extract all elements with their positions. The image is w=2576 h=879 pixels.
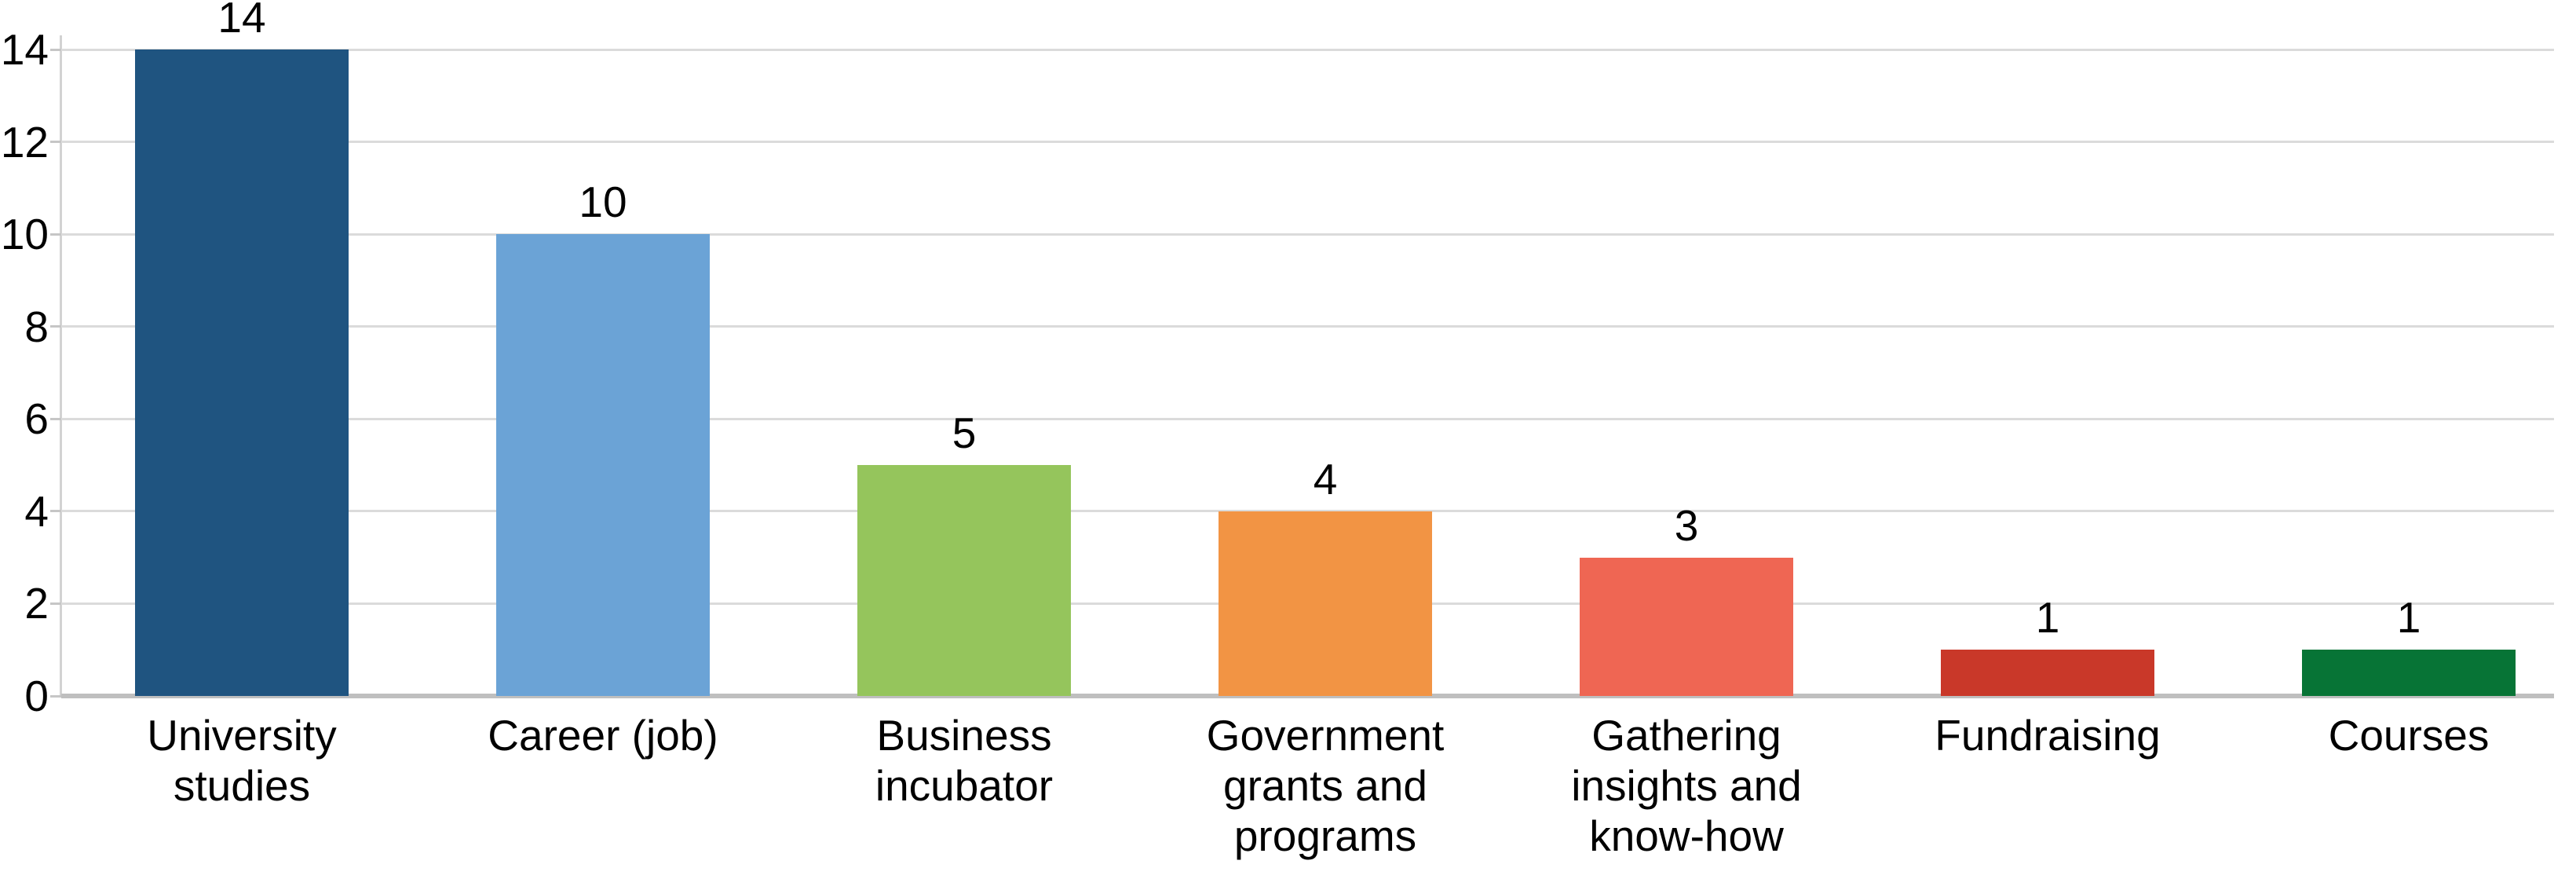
bar-value-label-5: 3: [1674, 500, 1699, 550]
y-tick-mark-2: [50, 602, 61, 605]
gridline-y-8: [61, 325, 2554, 328]
y-tick-label-8: 8: [24, 302, 49, 351]
y-tick-mark-0: [50, 694, 61, 698]
y-tick-mark-12: [50, 141, 61, 144]
category-label-7: Courses: [2328, 711, 2490, 760]
y-tick-label-6: 6: [24, 394, 49, 444]
gridline-y-14: [61, 48, 2554, 51]
y-tick-mark-10: [50, 233, 61, 236]
y-tick-label-0: 0: [24, 672, 49, 720]
bar-value-label-6: 1: [2035, 593, 2060, 643]
bar-value-label-1: 14: [217, 0, 266, 42]
gridline-y-10: [61, 233, 2554, 236]
bar-value-label-2: 10: [579, 178, 627, 227]
gridline-y-6: [61, 417, 2554, 420]
y-tick-label-12: 12: [0, 117, 49, 167]
category-label-5: Gathering insights and know-how: [1571, 711, 1802, 860]
category-label-1: University studies: [147, 711, 337, 810]
bar-value-label-7: 1: [2396, 593, 2421, 643]
gridline-y-12: [61, 141, 2554, 144]
bar-1: [135, 49, 349, 696]
y-tick-mark-8: [50, 325, 61, 328]
y-axis-line: [60, 35, 62, 696]
y-tick-label-4: 4: [24, 486, 49, 536]
bar-3: [857, 465, 1071, 696]
category-label-6: Fundraising: [1935, 711, 2161, 760]
bar-6: [1941, 650, 2154, 696]
bar-value-label-4: 4: [1313, 454, 1338, 504]
bar-4: [1219, 511, 1432, 696]
category-label-2: Career (job): [488, 711, 718, 760]
y-tick-mark-6: [50, 417, 61, 420]
y-tick-label-14: 14: [0, 25, 49, 74]
bar-2: [496, 234, 710, 696]
x-axis-line: [61, 694, 2554, 698]
y-tick-label-10: 10: [0, 210, 49, 259]
y-tick-mark-14: [50, 48, 61, 51]
plot-area: [61, 48, 2554, 698]
bar-5: [1580, 557, 1793, 696]
category-label-4: Government grants and programs: [1206, 711, 1445, 860]
category-label-3: Business incubator: [875, 711, 1054, 810]
bar-value-label-3: 5: [952, 408, 977, 458]
bar-7: [2302, 650, 2516, 696]
y-tick-mark-4: [50, 510, 61, 513]
y-tick-label-2: 2: [24, 579, 49, 628]
